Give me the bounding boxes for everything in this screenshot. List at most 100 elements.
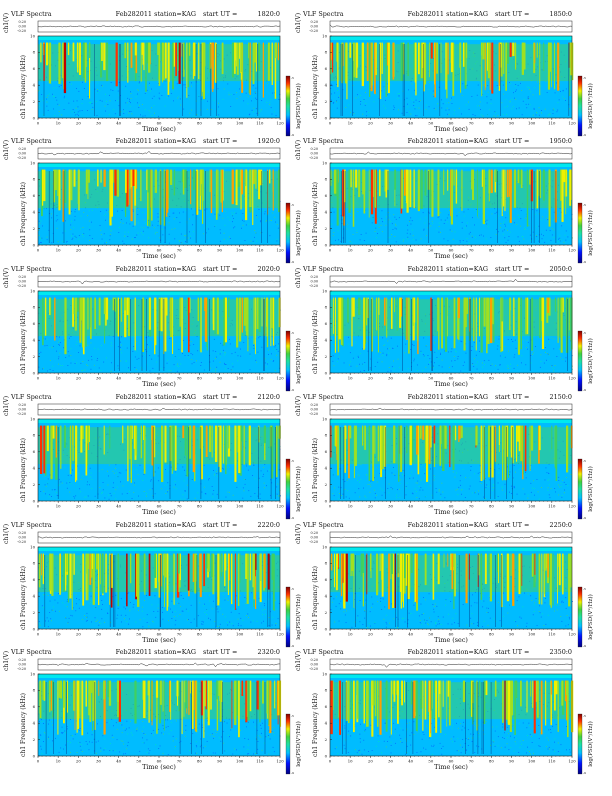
spectrogram-cell [166,90,167,91]
spectrogram-burst [431,170,433,217]
spectrogram-cell [198,83,199,84]
spectrogram-cell [161,488,162,489]
spectrogram-cell [423,230,424,231]
spectrogram-cell [520,83,521,84]
spectrogram-burst [431,43,433,59]
spectrogram-burst [471,170,473,190]
spectrogram-cell [276,115,277,116]
spectrogram-cell [142,212,143,213]
spectrogram-cell [45,345,46,346]
spectrogram-cell [211,109,212,110]
spectrogram-cell [504,229,505,230]
spectrogram-cell [363,364,364,365]
spectrogram-cell [188,95,189,96]
spectrogram-cell [168,96,169,97]
spectrogram-cell [218,107,219,108]
spectrogram-cell [360,104,361,105]
spectrogram-cell [554,339,555,340]
spectrogram-cell [88,360,89,361]
spectrogram-cell [254,347,255,348]
spectrogram-cell [501,102,502,103]
spectrogram-cell [80,110,81,111]
spectrogram-cell [365,98,366,99]
spectrogram-cell [261,100,262,101]
spectrogram-cell [443,82,444,83]
spectrogram-cell [405,344,406,345]
spectrogram-cell [331,94,332,95]
ch-tick-label: -0.20 [17,156,26,160]
spectrogram-cell [111,371,112,372]
spectrogram-cell [356,98,357,99]
spectrogram-cell [515,86,516,87]
spectrogram-cell [534,109,535,110]
spectrogram-burst [210,170,211,193]
spectrogram-cell [139,105,140,106]
spectrogram-cell [411,98,412,99]
spectrogram-cell [136,341,137,342]
spectrogram-cell [276,487,277,488]
spectrogram-cell [278,99,279,100]
spectrogram-cell [129,210,130,211]
spectrogram-burst [101,170,102,183]
spectrogram-cell [558,239,559,240]
time-tick-label: 30 [388,248,393,253]
spectrogram-burst [537,43,538,58]
spectrogram-cell [96,101,97,102]
spectrogram-cell [165,86,166,87]
spectrogram-cell [421,351,422,352]
spectrogram-cell [69,482,70,483]
spectrogram-cell [201,362,202,363]
spectrogram-cell [375,228,376,229]
spectrogram-cell [558,213,559,214]
spectrogram-cell [463,365,464,366]
spectrogram-cell [77,466,78,467]
spectrogram-burst [353,298,355,317]
spectrogram-cell [417,115,418,116]
spectrogram-cell [137,214,138,215]
spectrogram-cell [207,109,208,110]
spectrogram-cell [505,217,506,218]
spectrogram-cell [155,232,156,233]
spectrogram-cell [133,211,134,212]
colorbar-tick-label: -5 [583,331,586,335]
spectrogram-cell [413,235,414,236]
spectrogram-cell [127,102,128,103]
spectrogram-cell [101,493,102,494]
spectrogram-cell [191,82,192,83]
spectrogram-cell [70,348,71,349]
spectrogram-burst [148,43,150,73]
spectrogram-cell [59,114,60,115]
spectrogram-burst [507,43,509,64]
spectrogram-cell [78,106,79,107]
spectrogram-cell [145,349,146,350]
spectrogram-cell [447,222,448,223]
spectrogram-cell [433,96,434,97]
time-tick-label: 80 [489,121,494,126]
spectrogram-burst [149,170,151,227]
spectrogram-cell [477,95,478,96]
spectrogram-cell [106,101,107,102]
colorbar-tick-label: -9 [583,388,586,392]
spectrogram-cell [536,210,537,211]
spectrogram-burst [399,298,401,328]
freq-axis-label: ch1 Frequency (kHz) [20,310,27,374]
spectrogram-cell [187,499,188,500]
spectrogram-cell [149,83,150,84]
spectrogram-burst [165,43,167,79]
spectrogram-cell [185,210,186,211]
spectrogram-cell [233,227,234,228]
spectrogram-cell [269,470,270,471]
spectrogram-cell [461,114,462,115]
spectrogram-cell [57,219,58,220]
spectrogram-cell [223,99,224,100]
spectrogram-strike [161,171,162,243]
spectrogram-cell [266,221,267,222]
spectrogram-cell [272,93,273,94]
spectrogram-cell [366,115,367,116]
spectrogram-cell [273,349,274,350]
spectrogram-burst [125,170,127,193]
spectrogram-burst [127,298,129,316]
spectrogram-burst [401,43,403,81]
spectrogram-cell [510,102,511,103]
spectrogram-cell [71,336,72,337]
